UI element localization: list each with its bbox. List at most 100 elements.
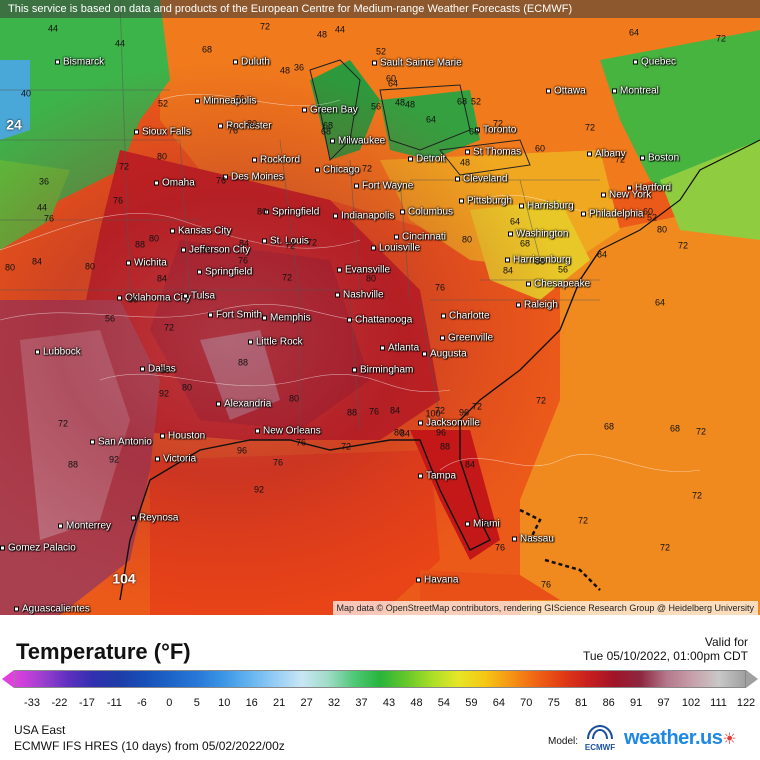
city-marker-icon [264, 209, 269, 215]
colorbar-tick-label: 0 [166, 697, 173, 709]
contour-label: 48 [459, 157, 471, 168]
city-label: Springfield [197, 267, 252, 278]
city-marker-icon [546, 88, 551, 94]
city-label: Tampa [418, 471, 456, 482]
city-label: Pittsburgh [459, 196, 512, 207]
city-name: Oklahoma City [125, 292, 191, 304]
city-label: Green Bay [302, 105, 358, 116]
city-label: St Thomas [465, 147, 521, 158]
contour-label: 64 [387, 78, 399, 89]
city-marker-icon [315, 167, 320, 173]
contour-label: 88 [346, 407, 358, 418]
city-name: Chattanooga [355, 314, 413, 326]
contour-label: 52 [157, 98, 169, 109]
city-marker-icon [248, 339, 253, 345]
city-label: Reynosa [131, 513, 178, 524]
city-name: Jefferson City [189, 244, 250, 256]
city-marker-icon [262, 238, 267, 244]
legend-panel: Temperature (°F) Valid for Tue 05/10/202… [0, 615, 760, 760]
city-label: Evansville [337, 265, 390, 276]
city-label: Birmingham [352, 365, 413, 376]
city-name: Tulsa [191, 290, 216, 302]
contour-label: 48 [279, 65, 291, 76]
contour-label: 80 [482, 518, 494, 529]
ecmwf-logo-icon: ECMWF [582, 723, 618, 753]
colorbar-tick-label: 102 [681, 697, 701, 709]
city-marker-icon [90, 439, 95, 445]
city-label: Charlotte [441, 311, 490, 322]
temperature-map[interactable]: This service is based on data and produc… [0, 0, 760, 615]
colorbar-tick-label: 111 [710, 697, 727, 709]
city-name: Chicago [323, 164, 360, 176]
contour-label: 76 [295, 437, 307, 448]
weather-us-logo[interactable]: weather.us☀ [624, 727, 737, 750]
city-marker-icon [181, 247, 186, 253]
city-name: Green Bay [310, 104, 358, 116]
city-label: Miami [465, 519, 500, 530]
contour-label: 80 [656, 224, 668, 235]
contour-label: 64 [509, 216, 521, 227]
sun-icon: ☀ [722, 731, 737, 748]
colorbar-ticks: -33 -22 -17 -11 -6 0 5 10 16 21 27 32 37 43 48 54 59 64 70… [14, 697, 755, 711]
contour-label: 72 [118, 161, 130, 172]
city-label: Raleigh [516, 300, 558, 311]
city-name: Bismarck [63, 56, 105, 68]
contour-label: 76 [43, 213, 55, 224]
city-label: Ottawa [546, 86, 586, 97]
city-name: Springfield [272, 206, 320, 218]
colorbar-min-arrow [2, 670, 14, 688]
city-name: Harrisonburg [513, 254, 571, 266]
city-label: Lubbock [35, 347, 81, 358]
contour-label: 72 [695, 426, 707, 437]
city-name: Montreal [620, 85, 659, 97]
city-marker-icon [131, 515, 136, 521]
city-marker-icon [465, 149, 470, 155]
city-marker-icon [354, 183, 359, 189]
contour-label: 76 [227, 125, 239, 136]
city-label: Aguascalientes [14, 604, 90, 615]
city-name: Memphis [270, 312, 311, 324]
contour-label: 72 [306, 237, 318, 248]
city-label: Atlanta [380, 343, 419, 354]
city-label: Havana [416, 575, 458, 586]
city-marker-icon [440, 335, 445, 341]
city-label: Augusta [422, 349, 467, 360]
city-name: Toronto [483, 124, 517, 136]
city-label: Harrisburg [519, 201, 574, 212]
city-label: Jacksonville [418, 418, 480, 429]
city-marker-icon [465, 521, 470, 527]
contour-label: 80 [181, 382, 193, 393]
city-marker-icon [418, 473, 423, 479]
city-label: Little Rock [248, 337, 303, 348]
city-marker-icon [422, 351, 427, 357]
city-label: New York [601, 190, 651, 201]
city-marker-icon [587, 151, 592, 157]
city-label: Philadelphia [581, 209, 644, 220]
city-name: Rockford [260, 154, 301, 166]
city-name: Victoria [163, 453, 197, 465]
city-label: Hartford [627, 183, 671, 194]
city-name: Rochester [226, 120, 272, 132]
contour-label: 52 [375, 46, 387, 57]
city-label: Indianapolis [333, 211, 394, 222]
city-name: Albany [595, 148, 626, 160]
city-name: Des Moines [231, 171, 284, 183]
colorbar-tick-label: 32 [327, 697, 341, 709]
contour-label: 52 [646, 212, 658, 223]
contour-label-large: 24 [6, 116, 22, 133]
contour-label: 72 [535, 395, 547, 406]
model-label: Model: [548, 736, 579, 747]
city-label: Rockford [252, 155, 300, 166]
contour-label: 76 [368, 406, 380, 417]
contour-label: 72 [259, 21, 271, 32]
city-name: Sioux Falls [142, 126, 191, 138]
contour-label: 88 [534, 256, 546, 267]
colorbar-tick-label: 70 [520, 697, 533, 709]
colorbar-tick-label: 21 [273, 697, 286, 709]
contour-label: 80 [461, 234, 473, 245]
contour-label: 72 [677, 240, 689, 251]
colorbar-tick-label: 75 [547, 697, 560, 709]
city-marker-icon [333, 213, 338, 219]
city-name: Fort Smith [216, 309, 263, 321]
contour-label: 60 [127, 294, 139, 305]
